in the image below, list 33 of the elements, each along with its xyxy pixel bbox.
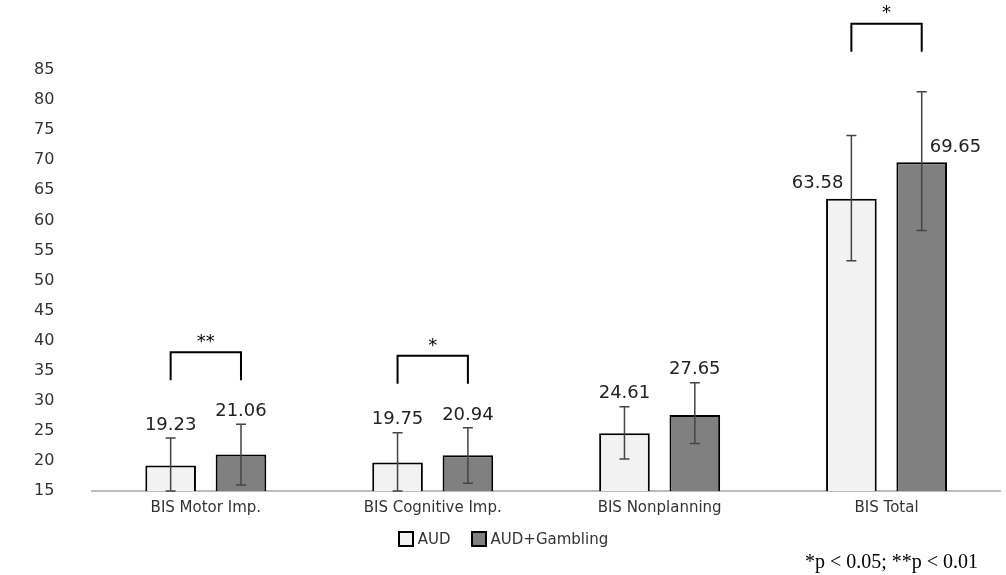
data-label: 19.23 [144, 412, 197, 434]
y-tick-label: 75 [34, 119, 55, 139]
legend-label: AUD+Gambling [490, 530, 609, 548]
y-tick-label: 65 [34, 179, 55, 199]
y-tick-label: 55 [34, 239, 55, 259]
x-tick-label: BIS Total [854, 497, 919, 516]
data-label: 24.61 [598, 381, 651, 403]
x-tick-label: BIS Nonplanning [597, 497, 722, 516]
annotation: ** [196, 329, 215, 351]
data-label: 63.58 [791, 171, 844, 193]
y-tick-label: 30 [34, 389, 55, 409]
series-label: AUD [417, 530, 451, 548]
text: *p < 0.05; **p < 0.01 [804, 550, 978, 573]
y-tick-label: 50 [34, 269, 55, 289]
y-tick-label: 20 [34, 450, 55, 470]
data-label: 19.75 [371, 407, 424, 429]
y-tick-label: 35 [34, 359, 55, 379]
annotation: * [428, 333, 438, 355]
data-label: 20.94 [442, 402, 494, 424]
y-tick-label: 80 [34, 89, 55, 109]
data-label: 21.06 [215, 398, 267, 420]
x-tick-label: BIS Cognitive Imp. [363, 497, 502, 516]
data-label: 69.65 [929, 134, 982, 156]
y-tick-label: 60 [34, 209, 55, 229]
data-label: 27.65 [669, 357, 721, 379]
x-tick-label: BIS Motor Imp. [150, 497, 262, 516]
y-tick-label: 70 [34, 149, 55, 169]
y-tick-label: 45 [34, 299, 55, 319]
y-tick-label: 15 [34, 480, 55, 500]
y-tick-label: 40 [34, 329, 55, 349]
y-tick-label: 25 [34, 420, 55, 440]
text: * [882, 1, 892, 23]
y-tick-label: 85 [34, 59, 55, 79]
